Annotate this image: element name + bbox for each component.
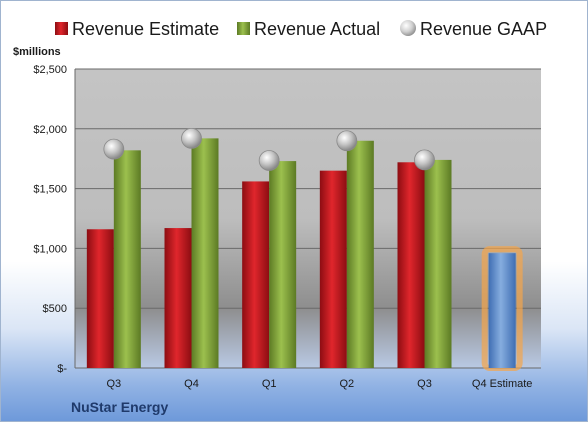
y-axis-ticks: $- $500 $1,000 $1,500 $2,000 $2,500 xyxy=(33,64,67,375)
bar-revenue-actual xyxy=(269,161,297,368)
y-tick-label: $500 xyxy=(43,303,67,315)
legend: Revenue Estimate Revenue Actual Revenue … xyxy=(55,19,547,39)
bar-revenue-estimate xyxy=(86,229,114,368)
legend-label-gaap: Revenue GAAP xyxy=(420,19,547,39)
company-name: NuStar Energy xyxy=(71,399,168,415)
x-tick-label: Q3 xyxy=(106,378,121,390)
marker-revenue-gaap xyxy=(103,138,125,160)
bar-revenue-actual xyxy=(424,159,452,368)
x-tick-label: Q3 xyxy=(417,378,432,390)
y-tick-label: $- xyxy=(57,363,67,375)
x-axis-ticks: Q3 Q4 Q1 Q2 Q3 Q4 Estimate xyxy=(106,378,532,390)
marker-revenue-gaap xyxy=(181,127,202,149)
bar-q4-estimate xyxy=(488,253,516,368)
x-tick-label: Q1 xyxy=(262,378,277,390)
bar-revenue-estimate xyxy=(242,181,270,368)
y-axis-unit-label: $millions xyxy=(13,46,61,58)
marker-revenue-gaap xyxy=(336,130,358,152)
y-tick-label: $1,500 xyxy=(33,184,67,196)
bar-revenue-estimate xyxy=(397,162,425,368)
bar-revenue-actual xyxy=(191,138,219,368)
bar-revenue-estimate xyxy=(164,228,192,368)
y-tick-label: $2,500 xyxy=(33,64,67,76)
marker-revenue-gaap xyxy=(258,150,280,171)
legend-label-estimate: Revenue Estimate xyxy=(72,19,219,39)
legend-label-actual: Revenue Actual xyxy=(254,19,380,39)
bars xyxy=(86,138,523,372)
y-tick-label: $1,000 xyxy=(33,243,67,255)
bar-revenue-actual xyxy=(346,140,374,368)
x-tick-label: Q4 Estimate xyxy=(472,378,533,390)
x-tick-label: Q2 xyxy=(339,378,354,390)
marker-revenue-gaap xyxy=(414,149,435,171)
bar-revenue-estimate xyxy=(319,170,347,368)
y-tick-label: $2,000 xyxy=(33,124,67,136)
plot-area xyxy=(75,69,541,368)
legend-swatch-estimate xyxy=(55,22,68,35)
legend-item-revenue-estimate: Revenue Estimate xyxy=(55,19,219,39)
legend-marker-gaap xyxy=(400,20,416,36)
gaap-markers xyxy=(103,127,435,171)
bar-revenue-actual xyxy=(113,150,141,368)
legend-item-revenue-actual: Revenue Actual xyxy=(237,19,380,39)
legend-swatch-actual xyxy=(237,22,250,35)
gridlines xyxy=(74,68,541,369)
x-tick-label: Q4 xyxy=(184,378,199,390)
legend-item-revenue-gaap: Revenue GAAP xyxy=(400,19,547,39)
